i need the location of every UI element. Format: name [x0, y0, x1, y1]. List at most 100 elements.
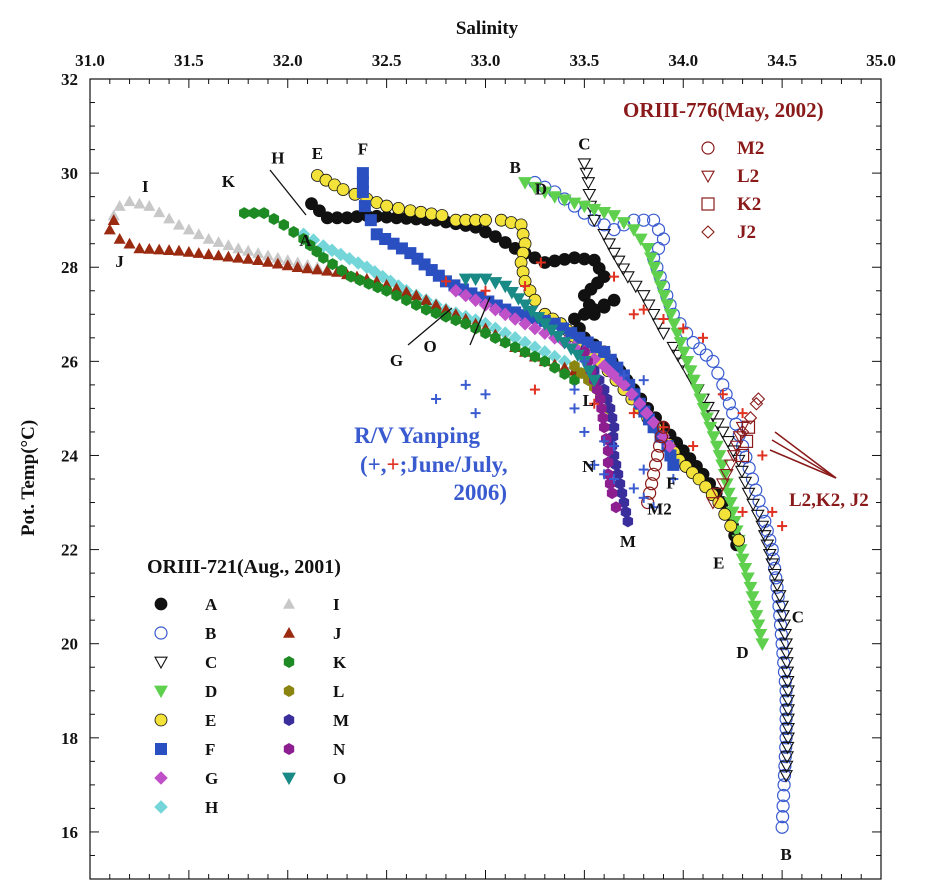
data-point — [639, 406, 654, 420]
legend-oriii776: ORIII-776(May, 2002) M2 L2 K2 J2 — [623, 98, 824, 243]
data-point — [780, 666, 795, 680]
x-axis-title: Salinity — [456, 18, 519, 39]
pointer-h — [269, 169, 307, 216]
data-point — [440, 310, 452, 323]
pointer-g — [407, 307, 453, 346]
yanping-line2-part: + — [387, 452, 400, 477]
yanping-line2-part: + — [368, 452, 381, 477]
legend-721-marker-k — [283, 656, 295, 668]
data-point — [411, 298, 422, 311]
data-point — [664, 449, 677, 462]
data-point — [777, 788, 791, 803]
data-point — [617, 378, 631, 392]
data-point — [458, 273, 473, 287]
data-point — [163, 212, 176, 224]
legend-721-marker-a — [154, 597, 168, 611]
series-j2 — [735, 392, 766, 439]
data-point — [781, 732, 795, 745]
data-point — [705, 497, 720, 510]
legend-721-marker-d — [154, 685, 168, 699]
data-point — [755, 520, 770, 534]
data-point — [356, 185, 369, 198]
data-point — [706, 431, 721, 444]
data-point — [770, 580, 784, 594]
pointer-l2k2j2 — [769, 431, 837, 479]
data-point — [460, 379, 471, 390]
axis-ticks — [89, 78, 882, 880]
data-point — [524, 305, 539, 319]
data-point — [549, 361, 560, 374]
profile-label-b: B — [780, 845, 791, 864]
legend-oriii721-title: ORIII-721(Aug., 2001) — [147, 556, 341, 578]
data-point — [587, 374, 602, 388]
data-point — [737, 408, 748, 419]
data-point — [519, 345, 531, 358]
data-point — [460, 317, 471, 330]
data-point — [632, 396, 647, 411]
data-point — [564, 343, 579, 356]
data-point — [425, 207, 438, 221]
data-point — [597, 411, 609, 424]
profile-label-i: I — [142, 177, 149, 196]
data-point — [765, 558, 780, 571]
y-tick-label: 22 — [61, 541, 78, 560]
profile-label-g: G — [390, 351, 403, 370]
data-point — [673, 337, 688, 350]
x-tick-label: 33.5 — [570, 51, 600, 70]
data-point — [746, 498, 761, 512]
data-point — [738, 563, 753, 576]
legend-721-label-d: D — [205, 682, 217, 701]
data-point — [143, 243, 156, 254]
data-point — [762, 548, 777, 562]
data-point — [498, 236, 512, 249]
data-point — [640, 243, 655, 256]
data-point — [779, 740, 793, 754]
data-point — [755, 638, 770, 651]
data-point — [288, 225, 299, 238]
data-point — [739, 434, 754, 448]
x-tick-label: 34.0 — [668, 51, 698, 70]
data-point — [103, 223, 116, 235]
data-point — [693, 342, 707, 356]
y-tick-label: 18 — [61, 729, 78, 748]
profile-label-k: K — [222, 172, 236, 191]
data-point — [490, 331, 501, 344]
pointer-l2k2j2-3 — [769, 449, 837, 479]
data-point — [667, 318, 681, 331]
data-point — [743, 581, 758, 595]
data-point — [699, 348, 713, 362]
data-point — [192, 247, 205, 258]
annotation-yanping: R/V Yanping (+,+;June/July, 2006) — [354, 423, 508, 505]
data-point — [663, 308, 678, 322]
data-point — [551, 330, 565, 344]
data-point — [602, 456, 614, 469]
data-point — [281, 259, 294, 271]
data-point — [488, 277, 503, 290]
legend-721-marker-n — [283, 743, 295, 755]
data-point — [772, 590, 787, 603]
legend-721-label-c: C — [205, 653, 217, 672]
data-point — [625, 387, 639, 402]
data-point — [509, 341, 521, 354]
data-point — [652, 439, 667, 453]
data-point — [569, 403, 580, 414]
data-point — [529, 384, 540, 395]
data-point — [781, 704, 795, 717]
data-point — [351, 256, 365, 270]
data-point — [648, 458, 663, 472]
profile-label-o: O — [424, 337, 437, 356]
profile-label-n: N — [582, 457, 595, 476]
legend-776-marker-l2 — [701, 170, 715, 184]
data-point — [567, 197, 582, 211]
data-point — [212, 249, 225, 261]
data-point — [770, 579, 785, 593]
data-point — [696, 403, 711, 416]
data-point — [610, 458, 622, 471]
data-point — [769, 571, 783, 585]
data-point — [242, 253, 255, 264]
data-point — [776, 610, 791, 623]
data-point — [363, 277, 375, 290]
data-point — [508, 312, 522, 326]
data-point — [356, 176, 369, 189]
